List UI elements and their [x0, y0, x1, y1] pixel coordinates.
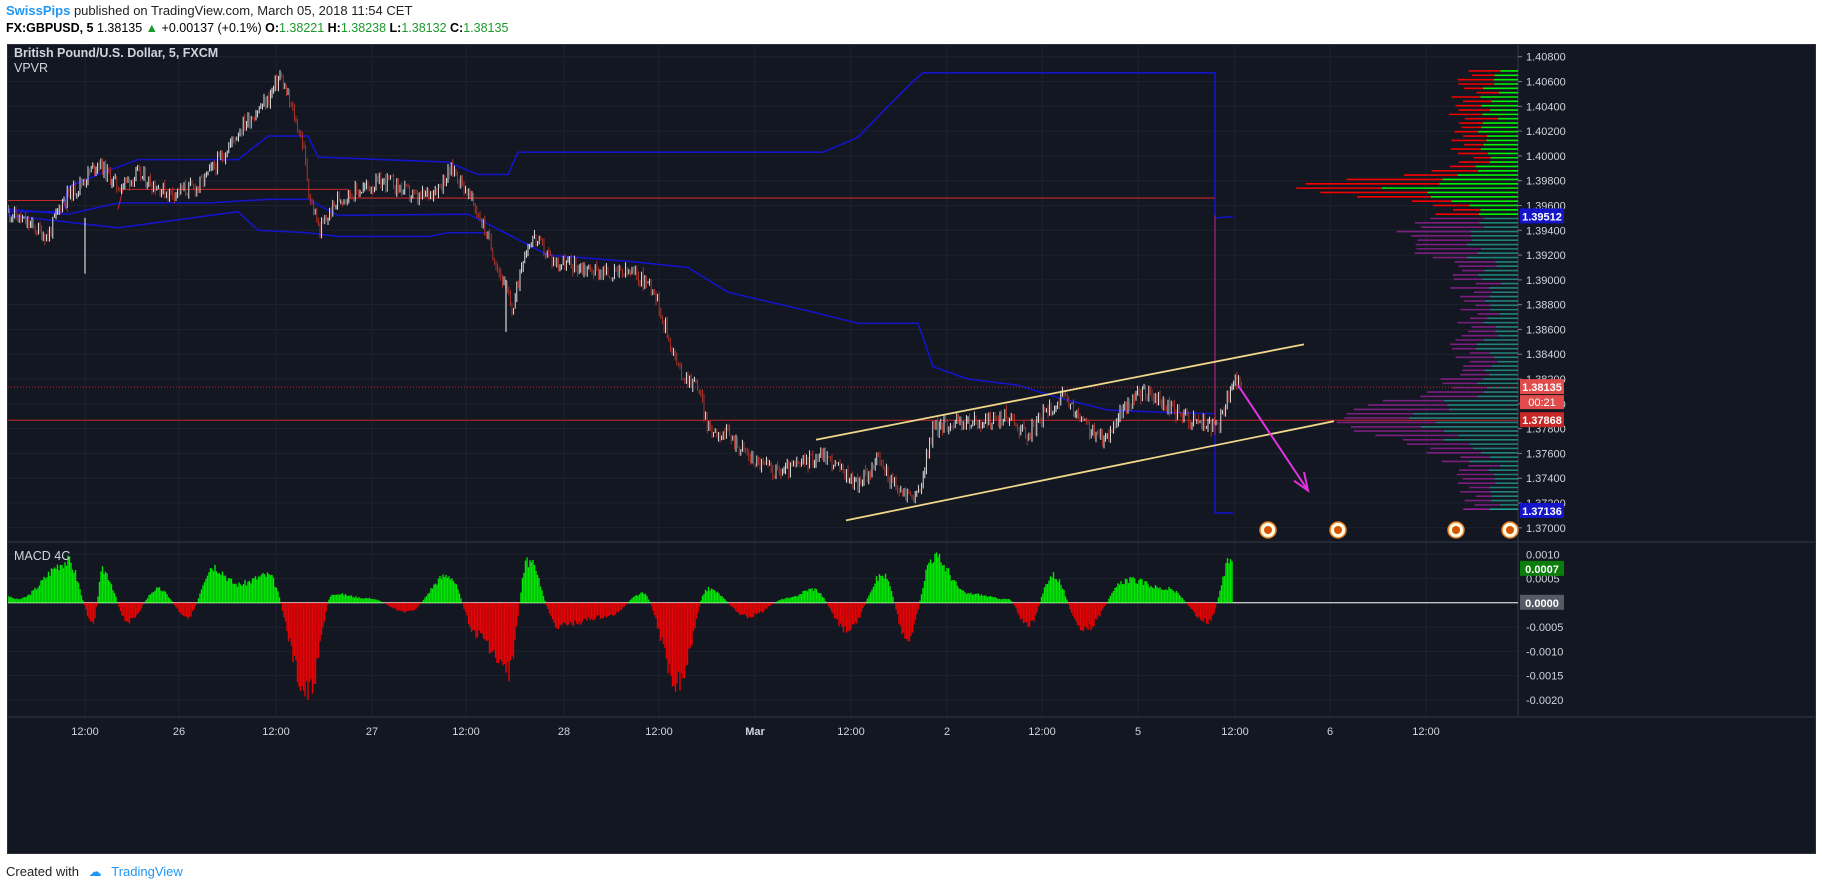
chart-title: British Pound/U.S. Dollar, 5, FXCM — [14, 46, 219, 60]
vpvr-label[interactable]: VPVR — [14, 61, 49, 75]
vwap-tail — [1214, 215, 1234, 219]
price-tick-label: 1.39800 — [1526, 176, 1566, 188]
time-tick-label: 27 — [366, 726, 378, 738]
countdown-badge — [1520, 395, 1564, 410]
time-tick-label: 6 — [1327, 726, 1333, 738]
chart-svg[interactable]: 1.40800 1.40600 1.40400 1.40200 1.40000 1.398… — [8, 45, 1815, 853]
price-tick-label: 1.40200 — [1526, 126, 1566, 138]
time-tick-label: 12:00 — [71, 726, 99, 738]
footer: Created with ☁ TradingView — [6, 864, 183, 880]
time-tick-label: 2 — [944, 726, 950, 738]
author-name[interactable]: SwissPips — [6, 3, 71, 18]
time-tick-label: 12:00 — [262, 726, 290, 738]
vwap-band-1 — [8, 198, 1216, 415]
vwap-band-2 — [8, 210, 488, 238]
time-tick-label: 12:00 — [452, 726, 480, 738]
tradingview-logo-icon[interactable]: ☁ — [88, 864, 102, 879]
macd-tick-label: -0.0010 — [1526, 646, 1563, 658]
chart-container[interactable]: 1.40800 1.40600 1.40400 1.40200 1.40000 1.398… — [7, 44, 1816, 854]
macd-value-text: 0.0007 — [1525, 564, 1559, 576]
vah-badge — [1520, 208, 1564, 224]
price-tick-label: 1.38400 — [1526, 349, 1566, 361]
price-tick-label: 1.38600 — [1526, 324, 1566, 336]
price-tick-label: 1.39200 — [1526, 250, 1566, 262]
symbol-label: FX:GBPUSD, 5 — [6, 21, 94, 35]
time-tick-label: 12:00 — [1221, 726, 1249, 738]
time-tick-label: 12:00 — [1028, 726, 1056, 738]
time-tick-label: Mar — [745, 726, 765, 738]
time-tick-label: 12:00 — [645, 726, 673, 738]
low-value: 1.38132 — [401, 21, 447, 35]
last-price: 1.38135 — [97, 21, 143, 35]
arrow-head-icon — [1293, 471, 1310, 493]
flag-dot-icon — [1452, 526, 1460, 534]
time-tick-label: 28 — [558, 726, 570, 738]
time-tick-label: 12:00 — [1412, 726, 1440, 738]
price-tick-label: 1.37600 — [1526, 448, 1566, 460]
flag-dot-icon — [1334, 526, 1342, 534]
last-price-badge — [1520, 379, 1564, 395]
macd-tick-label: 0.0005 — [1526, 574, 1560, 586]
countdown-text: 00:21 — [1528, 397, 1556, 409]
change-arrow-icon: ▲ — [145, 21, 159, 35]
price-change: +0.00137 (+0.1%) — [161, 21, 262, 35]
high-value: 1.38238 — [340, 21, 387, 35]
macd-tick-label: -0.0015 — [1526, 671, 1563, 683]
price-tick-label: 1.40000 — [1526, 151, 1566, 163]
price-tick-label: 1.39400 — [1526, 225, 1566, 237]
open-value: 1.38221 — [278, 21, 325, 35]
level-line-mid — [117, 188, 349, 210]
vah-badge-text: 1.39512 — [1522, 211, 1562, 223]
flag-dot-icon — [1264, 526, 1272, 534]
poc-badge — [1520, 412, 1564, 428]
vwap-band-0 — [8, 72, 1233, 514]
price-tick-label: 1.37400 — [1526, 473, 1566, 485]
close-value: 1.38135 — [463, 21, 509, 35]
publish-info: SwissPips published on TradingView.com, … — [6, 3, 412, 18]
price-tick-label: 1.40400 — [1526, 101, 1566, 113]
projection-arrow — [1237, 384, 1309, 492]
price-tick-label: 1.40800 — [1526, 52, 1566, 64]
level-line-left — [8, 200, 69, 212]
ohlc-bar: FX:GBPUSD, 5 1.38135 ▲ +0.00137 (+0.1%) … — [6, 21, 509, 35]
channel-upper — [815, 343, 1305, 441]
flag-dot-icon — [1506, 526, 1514, 534]
macd-value-badge — [1520, 560, 1564, 576]
val-badge-text: 1.37136 — [1522, 506, 1562, 518]
price-tick-label: 1.39000 — [1526, 275, 1566, 287]
price-tick-label: 1.37000 — [1526, 523, 1566, 535]
created-with-text: Created with — [6, 864, 79, 879]
macd-zero-text: 0.0000 — [1525, 598, 1559, 610]
tradingview-link[interactable]: TradingView — [111, 864, 183, 879]
time-tick-label: 5 — [1135, 726, 1141, 738]
macd-tick-label: -0.0020 — [1526, 695, 1563, 707]
macd-label[interactable]: MACD 4C — [14, 549, 71, 563]
time-tick-label: 26 — [173, 726, 185, 738]
publish-text: published on TradingView.com, March 05, … — [73, 3, 413, 18]
price-tick-label: 1.40600 — [1526, 77, 1566, 89]
price-tick-label: 1.38800 — [1526, 300, 1566, 312]
poc-badge-text: 1.37868 — [1522, 415, 1562, 427]
channel-lower — [845, 420, 1335, 522]
time-tick-label: 12:00 — [837, 726, 865, 738]
last-price-badge-text: 1.38135 — [1522, 382, 1562, 394]
macd-tick-label: 0.0010 — [1526, 549, 1560, 561]
macd-tick-label: -0.0005 — [1526, 622, 1563, 634]
macd-zero-badge — [1520, 594, 1564, 610]
val-badge — [1520, 502, 1564, 518]
